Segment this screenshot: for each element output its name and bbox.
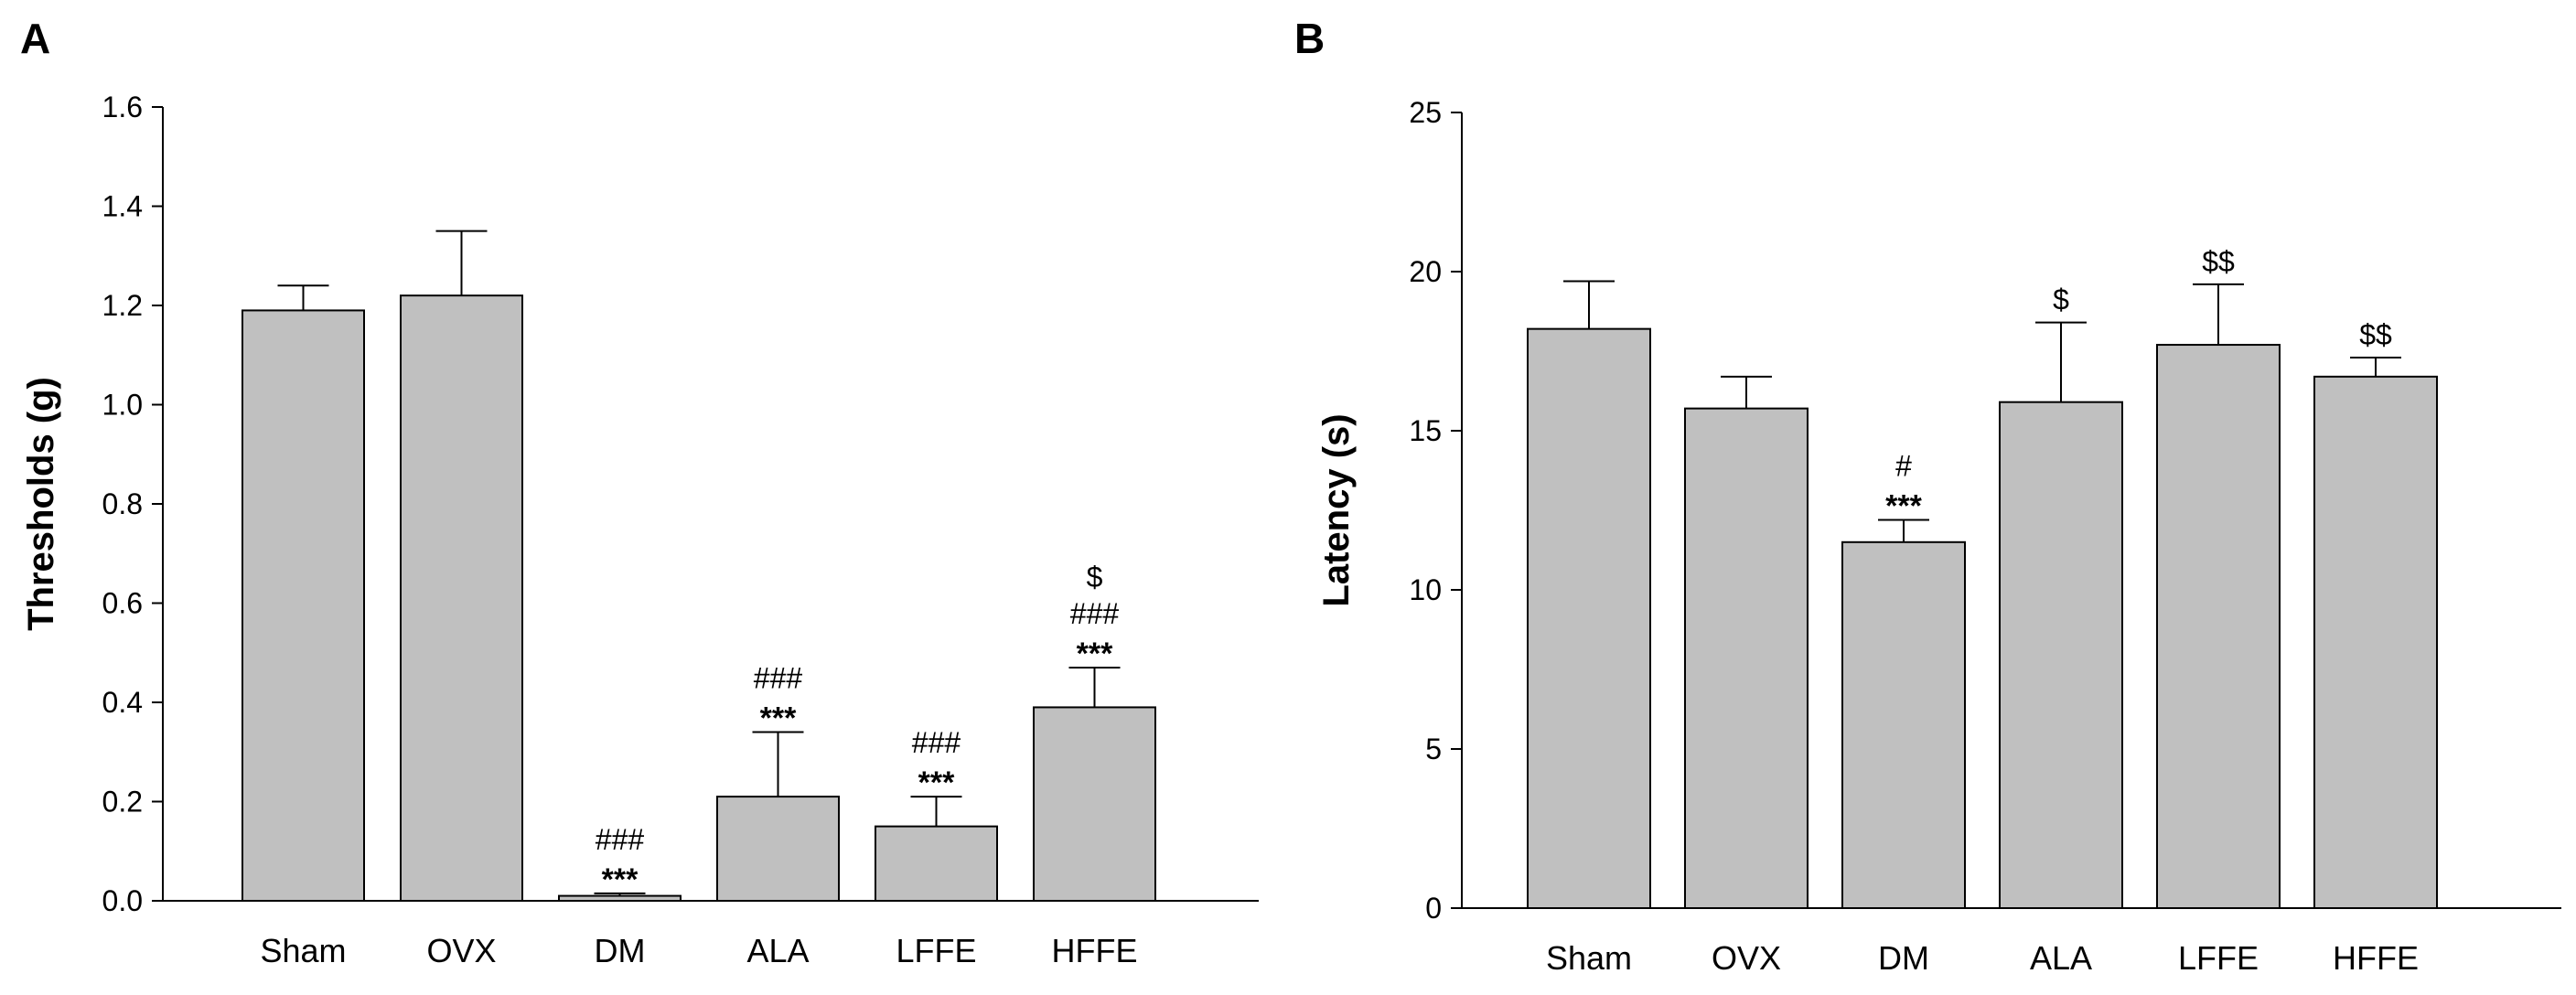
x-category-label: DM	[1878, 939, 1929, 977]
bar-hffe	[1033, 706, 1156, 902]
significance-label: ***	[602, 862, 639, 897]
bar-sham	[1527, 327, 1651, 909]
significance-label: ***	[1885, 488, 1922, 523]
panel-letter: B	[1294, 15, 1325, 62]
panel-letter: A	[20, 15, 50, 62]
panel-a: A Thresholds (g) 0.0 0.2 0.4 0.6 0.8 1.0 1.2 1.4 1…	[20, 15, 1259, 969]
y-tick-label: 1.6	[102, 91, 143, 123]
panel-b: B Latency (s) 0 5 10 15 20 25 Sham OVX DM *** # ALA $ L…	[1294, 15, 2561, 977]
y-tick-label: 0.6	[102, 587, 143, 620]
bar-lffe	[875, 825, 998, 902]
significance-label: ***	[1077, 637, 1113, 671]
y-tick-label: 20	[1409, 255, 1442, 288]
y-tick-label: 5	[1425, 733, 1442, 765]
x-category-label: Sham	[1546, 939, 1632, 977]
bar-hffe	[2313, 375, 2438, 909]
significance-label: $$	[2202, 245, 2235, 278]
x-category-label: ALA	[746, 932, 809, 969]
bar-ala	[716, 796, 840, 903]
bar-dm	[558, 894, 682, 903]
y-tick-label: 0.8	[102, 487, 143, 520]
bar-ovx	[400, 294, 523, 902]
significance-label: ###	[596, 823, 645, 856]
y-tick-label: 1.4	[102, 190, 143, 223]
y-tick-label: 25	[1409, 96, 1442, 129]
significance-label: $	[1087, 561, 1103, 594]
x-category-label: Sham	[260, 932, 346, 969]
significance-label: $	[2053, 284, 2069, 316]
x-category-label: OVX	[426, 932, 496, 969]
y-tick-label: 1.0	[102, 389, 143, 422]
significance-label: ***	[918, 765, 955, 800]
y-axis-title: Thresholds (g)	[21, 377, 61, 631]
x-category-label: HFFE	[1052, 932, 1138, 969]
x-category-label: LFFE	[896, 932, 976, 969]
bar-ovx	[1684, 407, 1809, 909]
bar-lffe	[2156, 344, 2281, 910]
y-tick-label: 0.0	[102, 884, 143, 917]
significance-label: ***	[760, 701, 797, 736]
bar-sham	[242, 309, 365, 902]
y-tick-label: 0	[1425, 892, 1442, 925]
significance-label: $$	[2359, 318, 2392, 351]
y-axis-title: Latency (s)	[1316, 413, 1357, 606]
significance-label: ###	[1070, 597, 1120, 630]
y-tick-label: 0.2	[102, 786, 143, 818]
x-category-label: HFFE	[2333, 939, 2419, 977]
y-tick-label: 0.4	[102, 686, 143, 719]
significance-label: ###	[754, 662, 803, 695]
y-tick-label: 1.2	[102, 289, 143, 322]
y-tick-label: 15	[1409, 414, 1442, 447]
y-tick-label: 10	[1409, 573, 1442, 606]
significance-label: #	[1895, 449, 1912, 482]
x-category-label: ALA	[2030, 939, 2092, 977]
x-category-label: OVX	[1712, 939, 1781, 977]
x-category-label: DM	[595, 932, 646, 969]
bar-dm	[1841, 540, 1966, 909]
significance-label: ###	[912, 726, 961, 759]
bar-ala	[1999, 401, 2123, 909]
x-category-label: LFFE	[2178, 939, 2259, 977]
